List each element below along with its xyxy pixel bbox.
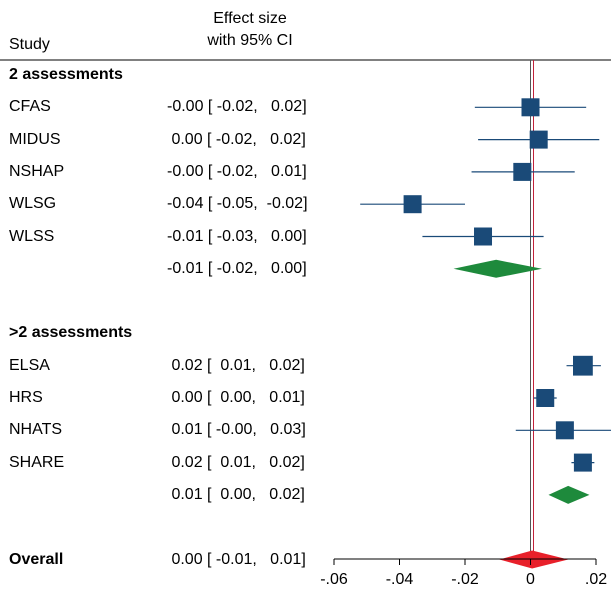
- study-label: ELSA: [9, 356, 50, 374]
- point-estimate-square: [536, 389, 555, 407]
- point-estimate-square: [573, 453, 592, 472]
- x-tick-label: -.04: [386, 571, 414, 588]
- effect-size-ci-text: -0.04 [ -0.05, -0.02]: [167, 195, 308, 213]
- study-label: MIDUS: [9, 130, 61, 148]
- x-tick-label: 0: [526, 571, 535, 588]
- point-estimate-square: [529, 130, 548, 149]
- study-label: NSHAP: [9, 162, 65, 180]
- x-tick-label: -.06: [320, 571, 348, 588]
- point-estimate-square: [403, 195, 422, 214]
- study-label: CFAS: [9, 98, 51, 116]
- pooled-diamond: [453, 259, 542, 278]
- point-estimate-square: [521, 98, 540, 117]
- pooled-diamond: [548, 485, 590, 504]
- effect-size-ci-text: 0.00 [ 0.00, 0.01]: [167, 389, 305, 406]
- study-label: WLSS: [9, 227, 55, 245]
- effect-size-ci-text: 0.02 [ 0.01, 0.02]: [167, 356, 305, 374]
- point-estimate-square: [513, 162, 532, 181]
- effect-size-ci-text: 0.02 [ 0.01, 0.02]: [167, 453, 305, 471]
- effect-size-column-header: Effect size with 95% CI: [180, 8, 320, 52]
- point-estimate-square: [573, 355, 593, 376]
- study-column-header: Study: [9, 36, 50, 53]
- group-label: >2 assessments: [9, 324, 133, 342]
- effect-size-ci-text: 0.00 [ -0.01, 0.01]: [167, 550, 306, 568]
- effect-size-ci-text: -0.00 [ -0.02, 0.01]: [167, 162, 307, 180]
- effect-size-ci-text: 0.01 [ 0.00, 0.02]: [167, 485, 305, 503]
- study-label: SHARE: [9, 453, 65, 471]
- effect-size-ci-text: -0.01 [ -0.02, 0.00]: [167, 259, 307, 277]
- effect-size-ci-text: 0.01 [ -0.00, 0.03]: [167, 421, 306, 439]
- study-label: NHATS: [9, 421, 63, 439]
- overall-label: Overall: [9, 550, 64, 568]
- effect-size-ci-text: -0.01 [ -0.03, 0.00]: [167, 227, 307, 245]
- effect-size-header-line2: with 95% CI: [207, 32, 293, 49]
- point-estimate-square: [555, 421, 574, 440]
- study-label: HRS: [9, 389, 43, 406]
- study-label: WLSG: [9, 195, 57, 213]
- effect-size-ci-text: -0.00 [ -0.02, 0.02]: [167, 98, 307, 116]
- effect-size-ci-text: 0.00 [ -0.02, 0.02]: [167, 130, 306, 148]
- point-estimate-square: [474, 227, 493, 246]
- x-tick-label: .02: [585, 571, 607, 588]
- effect-size-header-line1: Effect size: [213, 10, 287, 27]
- x-tick-label: -.02: [451, 571, 479, 588]
- group-label: 2 assessments: [9, 66, 123, 83]
